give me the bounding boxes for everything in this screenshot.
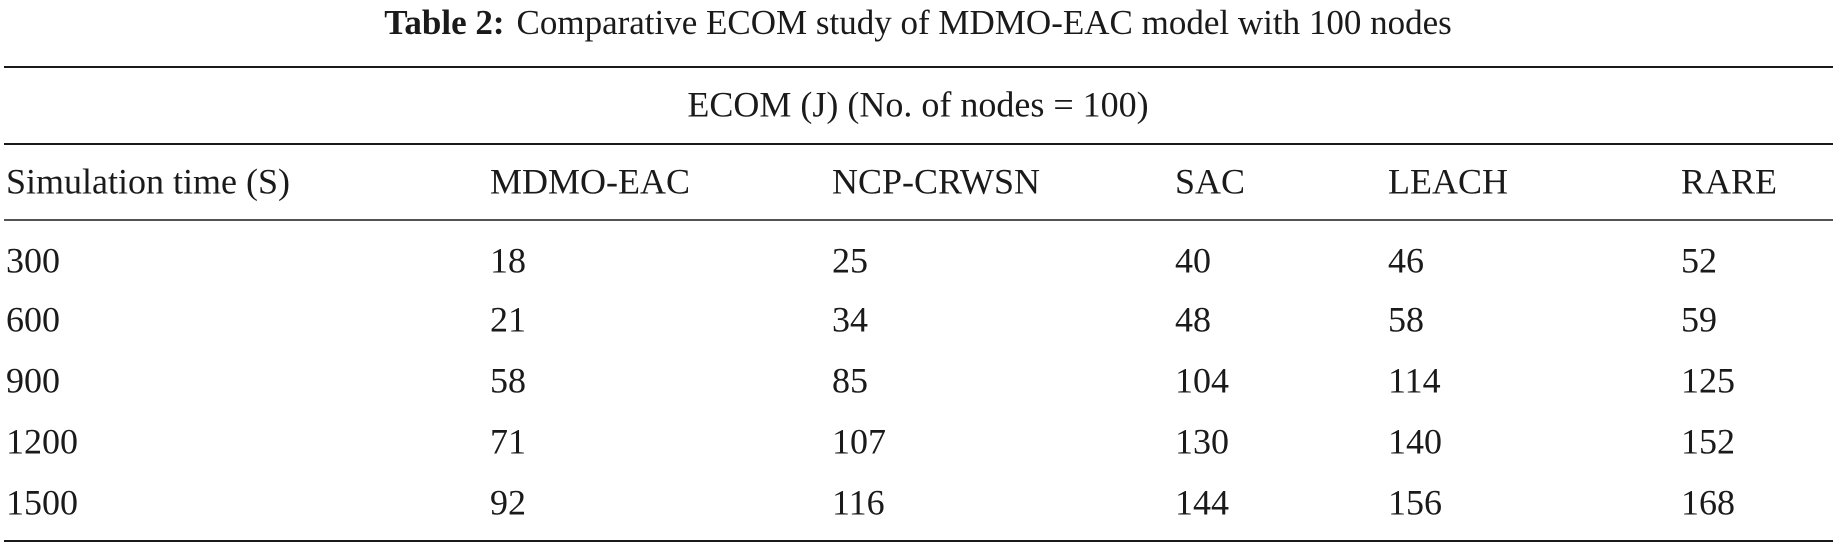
table-cell: 92	[490, 482, 526, 522]
table-cell: 156	[1388, 482, 1442, 522]
caption-text: Comparative ECOM study of MDMO-EAC model…	[517, 3, 1452, 42]
table-cell: 59	[1681, 299, 1717, 339]
column-header: LEACH	[1388, 161, 1508, 201]
spanner-header: ECOM (J) (No. of nodes = 100)	[687, 84, 1148, 124]
table-cell: 130	[1175, 421, 1229, 461]
column-header: MDMO-EAC	[490, 161, 690, 201]
table-cell: 144	[1175, 482, 1229, 522]
column-header: NCP-CRWSN	[832, 161, 1040, 201]
row-header: 300	[6, 240, 60, 280]
table-cell: 168	[1681, 482, 1735, 522]
table-cell: 104	[1175, 360, 1229, 400]
table-cell: 125	[1681, 360, 1735, 400]
table-cell: 40	[1175, 240, 1211, 280]
table-cell: 114	[1388, 360, 1441, 400]
table-cell: 152	[1681, 421, 1735, 461]
column-header: Simulation time (S)	[6, 161, 290, 201]
table-cell: 85	[832, 360, 868, 400]
table-cell: 34	[832, 299, 868, 339]
table-cell: 116	[832, 482, 885, 522]
table-cell: 71	[490, 421, 526, 461]
column-header: SAC	[1175, 161, 1245, 201]
table-cell: 107	[832, 421, 886, 461]
row-header: 900	[6, 360, 60, 400]
row-header: 1500	[6, 482, 78, 522]
table-cell: 140	[1388, 421, 1442, 461]
table-cell: 25	[832, 240, 868, 280]
caption-label: Table 2:	[384, 3, 504, 42]
row-header: 600	[6, 299, 60, 339]
table-cell: 58	[1388, 299, 1424, 339]
table-cell: 48	[1175, 299, 1211, 339]
table-caption: Table 2: Comparative ECOM study of MDMO-E…	[384, 3, 1451, 42]
table-cell: 21	[490, 299, 526, 339]
table-cell: 18	[490, 240, 526, 280]
table-cell: 58	[490, 360, 526, 400]
table-cell: 52	[1681, 240, 1717, 280]
column-header: RARE	[1681, 161, 1777, 201]
table-cell: 46	[1388, 240, 1424, 280]
row-header: 1200	[6, 421, 78, 461]
